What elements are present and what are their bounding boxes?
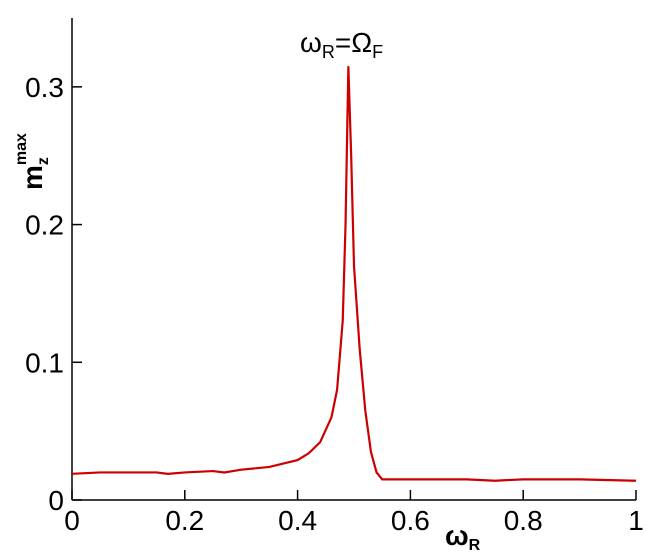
annotation: ωR=ΩF (300, 27, 383, 62)
x-tick-label: 0.4 (278, 505, 317, 536)
x-tick-label: 0.8 (504, 505, 543, 536)
x-tick-label: 0.6 (391, 505, 430, 536)
x-axis-label: ωR (445, 520, 481, 554)
y-tick-label: 0.2 (25, 210, 64, 241)
x-tick-label: 1 (628, 505, 644, 536)
y-tick-label: 0.3 (25, 72, 64, 103)
y-axis-label: mzmax (13, 133, 52, 190)
y-tick-label: 0 (48, 485, 64, 516)
line-series (71, 66, 637, 482)
y-axis-label-text: mzmax (13, 133, 52, 190)
x-tick-label: 0.2 (165, 505, 204, 536)
x-tick-label: 0 (64, 505, 80, 536)
y-tick-label: 0.1 (25, 347, 64, 378)
